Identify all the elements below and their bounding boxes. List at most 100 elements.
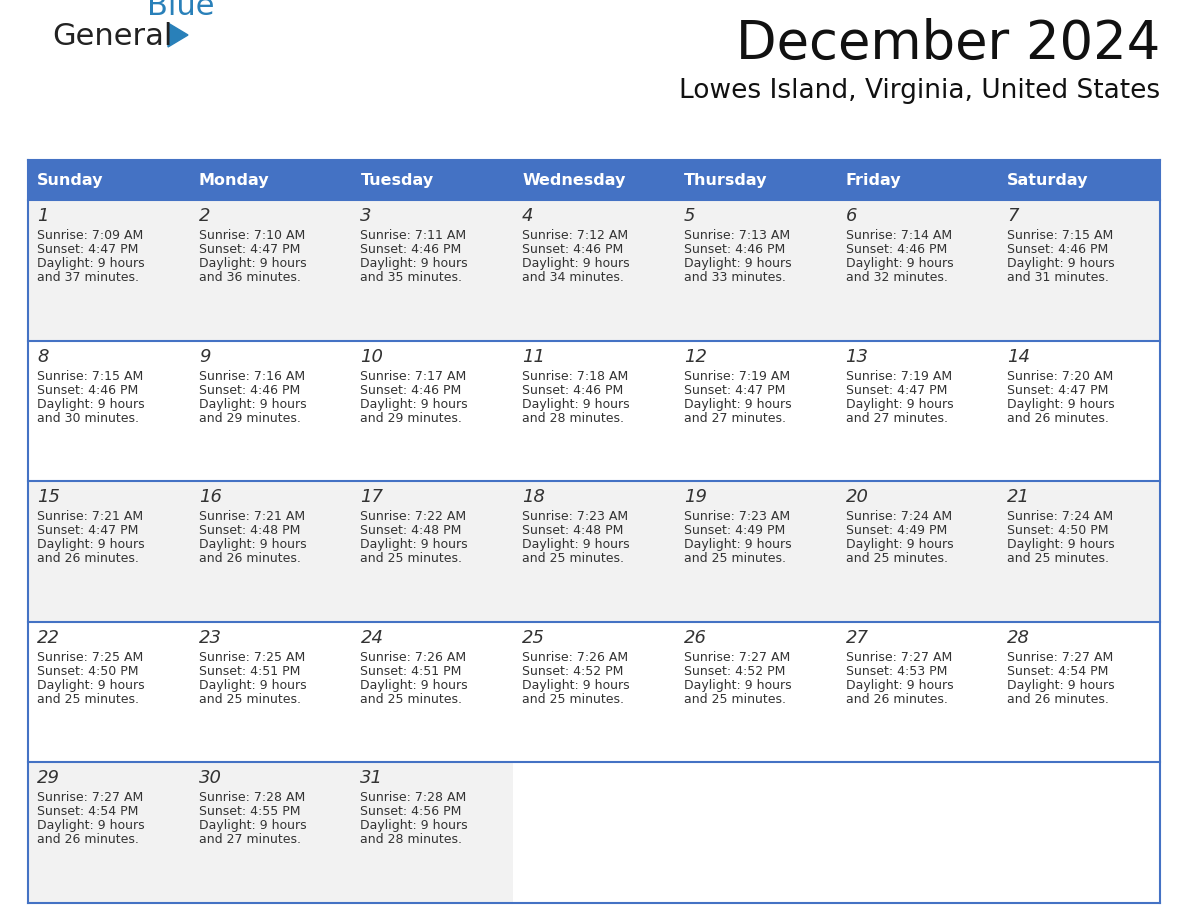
Text: Sunrise: 7:28 AM: Sunrise: 7:28 AM (360, 791, 467, 804)
Text: Sunset: 4:55 PM: Sunset: 4:55 PM (198, 805, 301, 819)
Text: Daylight: 9 hours: Daylight: 9 hours (1007, 397, 1114, 410)
Text: and 26 minutes.: and 26 minutes. (37, 553, 139, 565)
Text: Sunrise: 7:26 AM: Sunrise: 7:26 AM (523, 651, 628, 664)
Bar (836, 200, 998, 341)
Text: and 25 minutes.: and 25 minutes. (37, 693, 139, 706)
Bar (352, 160, 513, 200)
Text: 18: 18 (523, 488, 545, 506)
Bar (29, 160, 190, 200)
Bar (513, 160, 675, 200)
Text: and 29 minutes.: and 29 minutes. (198, 411, 301, 425)
Bar (675, 200, 836, 341)
Bar (29, 481, 190, 621)
Text: Daylight: 9 hours: Daylight: 9 hours (360, 678, 468, 692)
Text: 10: 10 (360, 348, 384, 365)
Text: 16: 16 (198, 488, 222, 506)
Text: 4: 4 (523, 207, 533, 225)
Text: and 26 minutes.: and 26 minutes. (1007, 411, 1110, 425)
Text: Sunrise: 7:24 AM: Sunrise: 7:24 AM (846, 510, 952, 523)
Text: Sunrise: 7:11 AM: Sunrise: 7:11 AM (360, 229, 467, 242)
Bar (513, 621, 675, 763)
Text: and 25 minutes.: and 25 minutes. (684, 553, 785, 565)
Text: Sunrise: 7:17 AM: Sunrise: 7:17 AM (360, 370, 467, 383)
Text: Sunset: 4:48 PM: Sunset: 4:48 PM (360, 524, 462, 537)
Text: 3: 3 (360, 207, 372, 225)
Text: and 25 minutes.: and 25 minutes. (846, 553, 948, 565)
Text: Sunrise: 7:21 AM: Sunrise: 7:21 AM (37, 510, 143, 523)
Bar (190, 341, 352, 481)
Text: Friday: Friday (846, 173, 902, 187)
Text: 24: 24 (360, 629, 384, 647)
Text: 21: 21 (1007, 488, 1030, 506)
Text: Sunrise: 7:25 AM: Sunrise: 7:25 AM (198, 651, 305, 664)
Text: Sunset: 4:48 PM: Sunset: 4:48 PM (523, 524, 624, 537)
Bar (352, 621, 513, 763)
Text: Sunset: 4:49 PM: Sunset: 4:49 PM (846, 524, 947, 537)
Text: and 35 minutes.: and 35 minutes. (360, 271, 462, 284)
Text: Sunset: 4:46 PM: Sunset: 4:46 PM (1007, 243, 1108, 256)
Text: 8: 8 (37, 348, 49, 365)
Text: Sunset: 4:46 PM: Sunset: 4:46 PM (684, 243, 785, 256)
Text: Daylight: 9 hours: Daylight: 9 hours (684, 397, 791, 410)
Text: Sunset: 4:52 PM: Sunset: 4:52 PM (523, 665, 624, 677)
Text: Daylight: 9 hours: Daylight: 9 hours (684, 257, 791, 270)
Bar (998, 341, 1159, 481)
Text: 5: 5 (684, 207, 695, 225)
Text: Sunset: 4:47 PM: Sunset: 4:47 PM (1007, 384, 1108, 397)
Bar (352, 763, 513, 903)
Text: Sunrise: 7:16 AM: Sunrise: 7:16 AM (198, 370, 305, 383)
Text: and 37 minutes.: and 37 minutes. (37, 271, 139, 284)
Text: Daylight: 9 hours: Daylight: 9 hours (523, 397, 630, 410)
Text: Daylight: 9 hours: Daylight: 9 hours (198, 538, 307, 551)
Text: Sunset: 4:46 PM: Sunset: 4:46 PM (846, 243, 947, 256)
Text: 15: 15 (37, 488, 61, 506)
Text: 27: 27 (846, 629, 868, 647)
Bar (513, 481, 675, 621)
Bar (29, 621, 190, 763)
Text: Sunrise: 7:25 AM: Sunrise: 7:25 AM (37, 651, 144, 664)
Text: Sunrise: 7:23 AM: Sunrise: 7:23 AM (523, 510, 628, 523)
Bar (190, 160, 352, 200)
Text: Sunrise: 7:24 AM: Sunrise: 7:24 AM (1007, 510, 1113, 523)
Text: Daylight: 9 hours: Daylight: 9 hours (37, 678, 145, 692)
Text: Sunset: 4:54 PM: Sunset: 4:54 PM (37, 805, 138, 819)
Text: Daylight: 9 hours: Daylight: 9 hours (198, 397, 307, 410)
Text: Sunset: 4:47 PM: Sunset: 4:47 PM (37, 524, 138, 537)
Text: Sunset: 4:56 PM: Sunset: 4:56 PM (360, 805, 462, 819)
Bar (675, 621, 836, 763)
Text: Daylight: 9 hours: Daylight: 9 hours (684, 678, 791, 692)
Text: 31: 31 (360, 769, 384, 788)
Text: Daylight: 9 hours: Daylight: 9 hours (1007, 257, 1114, 270)
Text: 1: 1 (37, 207, 49, 225)
Bar (352, 481, 513, 621)
Text: Sunset: 4:46 PM: Sunset: 4:46 PM (37, 384, 138, 397)
Text: Sunrise: 7:26 AM: Sunrise: 7:26 AM (360, 651, 467, 664)
Text: Daylight: 9 hours: Daylight: 9 hours (37, 257, 145, 270)
Text: and 34 minutes.: and 34 minutes. (523, 271, 624, 284)
Text: and 25 minutes.: and 25 minutes. (523, 693, 624, 706)
Bar (190, 763, 352, 903)
Bar (836, 481, 998, 621)
Text: Sunset: 4:46 PM: Sunset: 4:46 PM (523, 243, 624, 256)
Bar (675, 481, 836, 621)
Text: Daylight: 9 hours: Daylight: 9 hours (846, 257, 953, 270)
Text: Daylight: 9 hours: Daylight: 9 hours (523, 538, 630, 551)
Text: and 28 minutes.: and 28 minutes. (360, 834, 462, 846)
Text: December 2024: December 2024 (735, 18, 1159, 70)
Text: Sunrise: 7:27 AM: Sunrise: 7:27 AM (684, 651, 790, 664)
Text: Sunrise: 7:27 AM: Sunrise: 7:27 AM (846, 651, 952, 664)
Bar (836, 160, 998, 200)
Text: Sunrise: 7:13 AM: Sunrise: 7:13 AM (684, 229, 790, 242)
Text: Sunrise: 7:21 AM: Sunrise: 7:21 AM (198, 510, 305, 523)
Text: and 31 minutes.: and 31 minutes. (1007, 271, 1110, 284)
Bar (29, 341, 190, 481)
Text: Daylight: 9 hours: Daylight: 9 hours (198, 820, 307, 833)
Text: Sunset: 4:50 PM: Sunset: 4:50 PM (37, 665, 139, 677)
Text: Tuesday: Tuesday (360, 173, 434, 187)
Bar (190, 481, 352, 621)
Text: 13: 13 (846, 348, 868, 365)
Text: and 26 minutes.: and 26 minutes. (37, 834, 139, 846)
Text: Sunrise: 7:15 AM: Sunrise: 7:15 AM (37, 370, 144, 383)
Text: 12: 12 (684, 348, 707, 365)
Bar (29, 200, 190, 341)
